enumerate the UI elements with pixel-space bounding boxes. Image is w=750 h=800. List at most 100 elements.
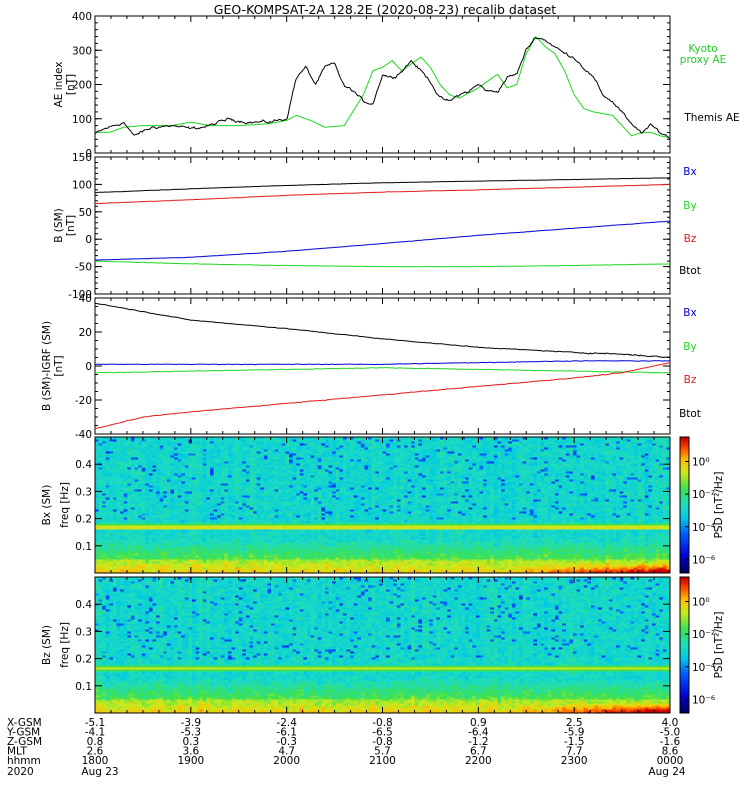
spectrogram-cell bbox=[321, 555, 326, 558]
legend-by: By bbox=[683, 341, 696, 353]
spectrogram-cell bbox=[152, 549, 157, 552]
spectrogram-cell bbox=[120, 567, 125, 570]
spectrogram-cell bbox=[289, 463, 294, 466]
spectrogram-cell bbox=[231, 541, 236, 544]
spectrogram-cell bbox=[181, 537, 186, 540]
spectrogram-cell bbox=[231, 509, 236, 512]
spectrogram-cell bbox=[227, 513, 233, 516]
spectrogram-cell bbox=[253, 443, 258, 446]
spectrogram-cell bbox=[192, 477, 197, 480]
spectrogram-cell bbox=[256, 469, 261, 472]
spectrogram-cell bbox=[281, 555, 286, 558]
spectrogram-cell bbox=[256, 439, 261, 442]
spectrogram-cell bbox=[170, 441, 175, 444]
spectrogram-cell bbox=[156, 527, 161, 530]
spectrogram-cell bbox=[217, 561, 222, 564]
spectrogram-cell bbox=[285, 553, 290, 556]
spectrogram-cell bbox=[317, 439, 322, 442]
spectrogram-cell bbox=[217, 439, 222, 442]
spectrogram-cell bbox=[256, 451, 261, 454]
spectrogram-cell bbox=[109, 481, 114, 484]
spectrogram-cell bbox=[314, 479, 319, 482]
spectrogram-cell bbox=[138, 551, 143, 554]
spectrogram-cell bbox=[278, 461, 283, 464]
spectrogram-cell bbox=[213, 515, 218, 518]
spectrogram-cell bbox=[109, 475, 114, 478]
spectrogram-cell bbox=[188, 499, 193, 502]
spectrogram-cell bbox=[227, 459, 233, 462]
spectrogram-cell bbox=[245, 523, 251, 526]
spectrogram-cell bbox=[278, 441, 283, 444]
spectrogram-cell bbox=[134, 471, 139, 474]
spectrogram-cell bbox=[242, 453, 247, 456]
spectrogram-cell bbox=[224, 505, 229, 508]
spectrogram-cell bbox=[166, 509, 171, 512]
spectrogram-cell bbox=[292, 571, 297, 574]
spectrogram-cell bbox=[184, 471, 189, 474]
spectrogram-cell bbox=[163, 533, 168, 536]
spectrogram-cell bbox=[260, 515, 265, 518]
spectrogram-cell bbox=[141, 461, 146, 464]
spectrogram-cell bbox=[281, 553, 286, 556]
spectrogram-cell bbox=[227, 517, 233, 520]
spectrogram-cell bbox=[227, 463, 233, 466]
spectrogram-cell bbox=[296, 555, 301, 558]
spectrogram-cell bbox=[289, 535, 294, 538]
spectrogram-cell bbox=[278, 503, 283, 506]
spectrogram-cell bbox=[170, 565, 175, 568]
spectrogram-cell bbox=[263, 437, 268, 440]
spectrogram-cell bbox=[130, 511, 136, 514]
spectrogram-cell bbox=[271, 485, 276, 488]
spectrogram-cell bbox=[123, 511, 128, 514]
spectrogram-cell bbox=[120, 463, 125, 466]
spectrogram-cell bbox=[289, 555, 294, 558]
spectrogram-cell bbox=[328, 505, 333, 508]
spectrogram-cell bbox=[289, 569, 294, 572]
spectrogram-cell bbox=[159, 559, 164, 562]
spectrogram-cell bbox=[152, 509, 157, 512]
spectrogram-cell bbox=[263, 551, 268, 554]
spectrogram-cell bbox=[105, 571, 110, 574]
spectrogram-cell bbox=[148, 459, 153, 462]
spectrogram-cell bbox=[156, 565, 161, 568]
spectrogram-cell bbox=[148, 491, 153, 494]
spectrogram-cell bbox=[245, 531, 251, 534]
spectrogram-cell bbox=[116, 553, 121, 556]
spectrogram-cell bbox=[120, 445, 125, 448]
spectrogram-cell bbox=[220, 509, 225, 512]
spectrogram-cell bbox=[321, 571, 326, 574]
spectrogram-cell bbox=[145, 455, 150, 458]
spectrogram-cell bbox=[174, 475, 179, 478]
spectrogram-cell bbox=[152, 513, 157, 516]
spectrogram-cell bbox=[292, 445, 297, 448]
spectrogram-cell bbox=[134, 437, 139, 440]
spectrogram-cell bbox=[289, 551, 294, 554]
spectrogram-cell bbox=[231, 467, 236, 470]
spectrogram-cell bbox=[260, 555, 265, 558]
spectrogram-cell bbox=[292, 475, 297, 478]
spectrogram-cell bbox=[127, 571, 132, 574]
spectrogram-cell bbox=[271, 439, 276, 442]
spectrogram-cell bbox=[184, 565, 189, 568]
spectrogram-cell bbox=[299, 455, 304, 458]
spectrogram-cell bbox=[156, 487, 161, 490]
spectrogram-cell bbox=[231, 545, 236, 548]
spectrogram-cell bbox=[256, 475, 261, 478]
spectrogram-cell bbox=[112, 443, 118, 446]
spectrogram-cell bbox=[307, 447, 312, 450]
spectrogram-cell bbox=[213, 457, 218, 460]
spectrogram-cell bbox=[332, 561, 337, 564]
spectrogram-cell bbox=[145, 457, 150, 460]
spectrogram-cell bbox=[321, 449, 326, 452]
spectrogram-cell bbox=[120, 473, 125, 476]
spectrogram-cell bbox=[242, 547, 247, 550]
spectrogram-cell bbox=[231, 465, 236, 468]
spectrogram-cell bbox=[120, 511, 125, 514]
y-tick-label: -100 bbox=[68, 289, 92, 301]
spectrogram-cell bbox=[116, 457, 121, 460]
spectrogram-cell bbox=[192, 451, 197, 454]
spectrogram-cell bbox=[159, 517, 164, 520]
spectrogram-cell bbox=[256, 569, 261, 572]
spectrogram-cell bbox=[148, 559, 153, 562]
spectrogram-cell bbox=[98, 483, 103, 486]
